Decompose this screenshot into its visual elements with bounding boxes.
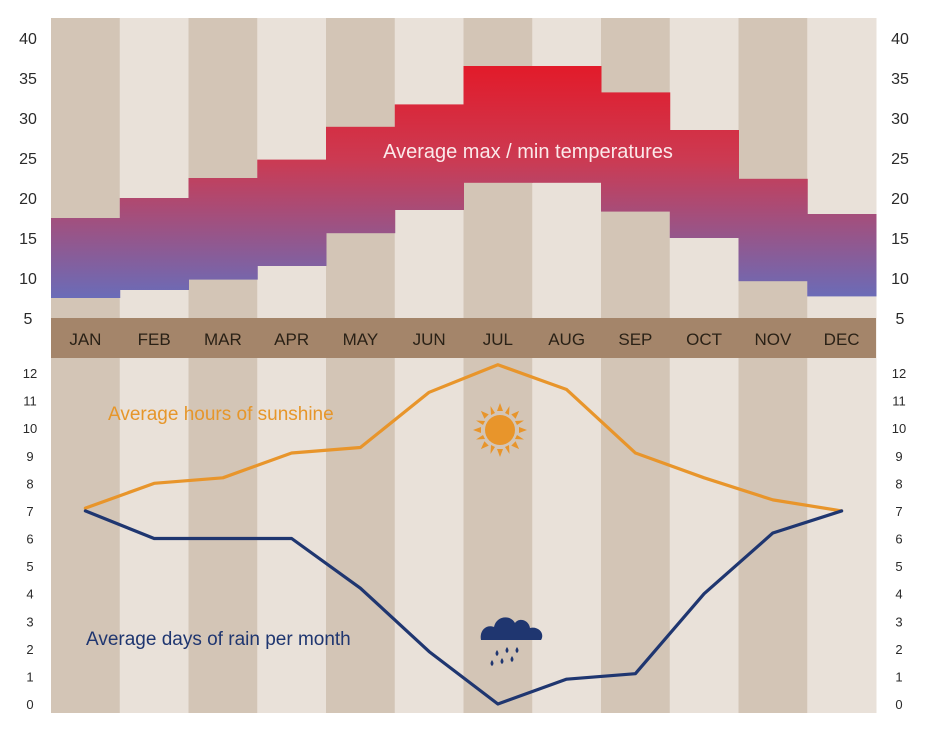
temperature-tick-label: 5 — [24, 311, 33, 328]
lower-tick-label: 1 — [895, 669, 902, 684]
temperature-tick-label: 10 — [891, 271, 909, 288]
lower-tick-label: 8 — [895, 476, 902, 491]
temperature-bar — [532, 66, 602, 183]
temperature-tick-label: 30 — [891, 111, 909, 128]
lower-tick-label: 5 — [26, 559, 33, 574]
temperature-bar — [738, 178, 808, 282]
month-label: NOV — [754, 330, 792, 349]
temperature-tick-label: 15 — [891, 231, 909, 248]
lower-tick-label: 9 — [895, 449, 902, 464]
rain-series-label: Average days of rain per month — [86, 629, 351, 650]
lower-tick-label: 0 — [26, 697, 33, 712]
temperature-tick-label: 10 — [19, 271, 37, 288]
temperature-tick-label: 25 — [19, 151, 37, 168]
temperature-bar — [188, 178, 258, 280]
month-strip — [51, 318, 876, 358]
month-label: APR — [274, 330, 309, 349]
month-labels: JAN FEB MAR APR MAY JUN JUL AUG SEP OCT NOV DEC — [69, 330, 859, 349]
temperature-tick-label: 35 — [891, 71, 909, 88]
lower-tick-label: 9 — [26, 449, 33, 464]
month-label: MAY — [343, 330, 379, 349]
month-label: JUN — [413, 330, 446, 349]
temperature-bar — [257, 159, 327, 266]
temperature-tick-label: 40 — [891, 31, 909, 48]
month-label: JAN — [69, 330, 101, 349]
lower-tick-label: 0 — [895, 697, 902, 712]
month-label: OCT — [686, 330, 722, 349]
temperature-bar — [394, 104, 464, 210]
temperature-bar — [463, 66, 533, 183]
temperature-bar — [326, 126, 396, 234]
month-label: AUG — [548, 330, 585, 349]
lower-tick-label: 6 — [26, 532, 33, 547]
lower-tick-label: 7 — [26, 504, 33, 519]
lower-tick-label: 10 — [892, 421, 906, 436]
month-band — [188, 18, 258, 713]
temperature-chart-title: Average max / min temperatures — [383, 141, 673, 163]
temperature-tick-label: 35 — [19, 71, 37, 88]
lower-tick-label: 12 — [892, 366, 906, 381]
month-band — [807, 18, 877, 713]
month-band — [738, 18, 808, 713]
month-band — [257, 18, 327, 713]
month-band — [669, 18, 739, 713]
lower-tick-label: 3 — [895, 614, 902, 629]
temperature-tick-label: 25 — [891, 151, 909, 168]
temperature-bar — [669, 130, 739, 238]
temperature-bars — [51, 66, 877, 298]
temperature-tick-label: 5 — [896, 311, 905, 328]
lower-tick-label: 6 — [895, 532, 902, 547]
sunshine-series-label: Average hours of sunshine — [108, 404, 334, 425]
temperature-axis-left: 5 10 15 20 25 30 35 40 — [19, 31, 37, 328]
rain-line — [83, 509, 844, 706]
line-series — [83, 363, 844, 706]
lower-tick-label: 11 — [892, 394, 906, 409]
lower-tick-label: 8 — [26, 476, 33, 491]
temperature-tick-label: 40 — [19, 31, 37, 48]
lower-tick-label: 4 — [895, 587, 902, 602]
month-bands — [51, 18, 877, 713]
lower-tick-label: 11 — [23, 394, 37, 409]
lower-tick-label: 5 — [895, 559, 902, 574]
month-label: SEP — [618, 330, 652, 349]
month-label: DEC — [824, 330, 860, 349]
lower-tick-label: 4 — [26, 587, 33, 602]
lower-tick-label: 1 — [26, 669, 33, 684]
temperature-bar — [601, 92, 671, 212]
lower-tick-label: 12 — [23, 366, 37, 381]
month-band — [51, 18, 121, 713]
lower-tick-label: 2 — [895, 642, 902, 657]
temperature-bar — [51, 218, 121, 298]
sunshine-line — [83, 363, 844, 513]
temperature-bar — [807, 214, 877, 297]
month-label: JUL — [483, 330, 513, 349]
lower-tick-label: 10 — [23, 421, 37, 436]
rain-cloud-icon — [480, 617, 543, 666]
temperature-tick-label: 20 — [19, 191, 37, 208]
lower-tick-label: 7 — [895, 504, 902, 519]
temperature-bar — [119, 198, 189, 290]
month-label: FEB — [138, 330, 171, 349]
temperature-axis-right: 5 10 15 20 25 30 35 40 — [891, 31, 909, 328]
lower-tick-label: 3 — [26, 614, 33, 629]
lower-tick-label: 2 — [26, 642, 33, 657]
sun-icon — [473, 403, 527, 457]
temperature-tick-label: 20 — [891, 191, 909, 208]
month-band — [119, 18, 189, 713]
temperature-tick-label: 15 — [19, 231, 37, 248]
month-label: MAR — [204, 330, 242, 349]
temperature-tick-label: 30 — [19, 111, 37, 128]
